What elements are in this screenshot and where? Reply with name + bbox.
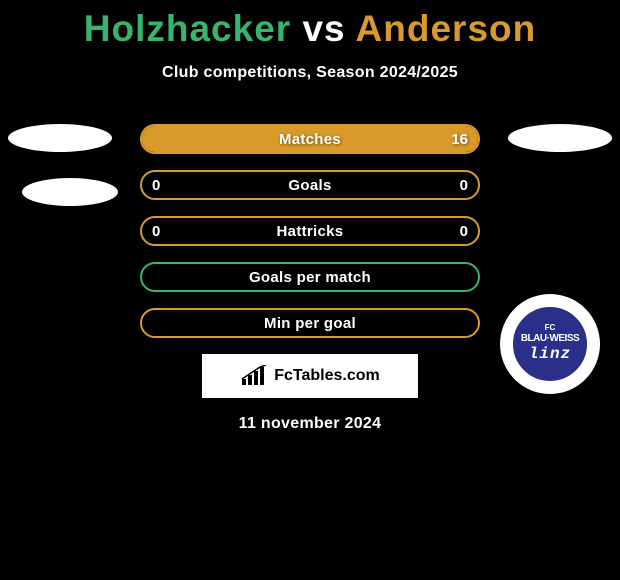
- stat-right-value: 0: [460, 223, 468, 240]
- footer-brand-text: FcTables.com: [274, 367, 380, 385]
- stats-area: Matches 16 Goals 0 0 Hattricks 0 0 Goals per mat…: [0, 124, 620, 338]
- stat-row: Hattricks 0 0: [0, 216, 620, 246]
- club-text-linz: linz: [529, 346, 571, 364]
- subtitle: Club competitions, Season 2024/2025: [0, 64, 620, 82]
- stat-right-value: 16: [451, 131, 468, 148]
- stat-row: Matches 16: [0, 124, 620, 154]
- club-logo: FC BLAU·WEISS linz: [500, 294, 600, 394]
- club-logo-inner: FC BLAU·WEISS linz: [510, 304, 590, 384]
- club-text-fc: FC: [545, 324, 556, 333]
- stat-label: Matches: [279, 131, 341, 148]
- title-player2: Anderson: [356, 8, 537, 49]
- title-vs: vs: [302, 8, 345, 49]
- stat-label: Goals per match: [249, 269, 371, 286]
- stat-label: Goals: [288, 177, 331, 194]
- stat-bar: Min per goal: [140, 308, 480, 338]
- page-title: Holzhacker vs Anderson: [0, 0, 620, 50]
- footer-brand-box: FcTables.com: [202, 354, 418, 398]
- stat-bar: Matches 16: [140, 124, 480, 154]
- chart-icon: [240, 365, 268, 387]
- stat-left-value: 0: [152, 177, 160, 194]
- stat-row: Goals 0 0: [0, 170, 620, 200]
- stat-right-value: 0: [460, 177, 468, 194]
- title-player1: Holzhacker: [84, 8, 291, 49]
- stat-label: Hattricks: [277, 223, 344, 240]
- date-line: 11 november 2024: [0, 415, 620, 433]
- stat-row: Goals per match: [0, 262, 620, 292]
- club-text-bw: BLAU·WEISS: [521, 333, 579, 344]
- stat-label: Min per goal: [264, 315, 356, 332]
- stat-left-value: 0: [152, 223, 160, 240]
- stat-bar: Goals 0 0: [140, 170, 480, 200]
- stat-bar: Goals per match: [140, 262, 480, 292]
- stat-bar: Hattricks 0 0: [140, 216, 480, 246]
